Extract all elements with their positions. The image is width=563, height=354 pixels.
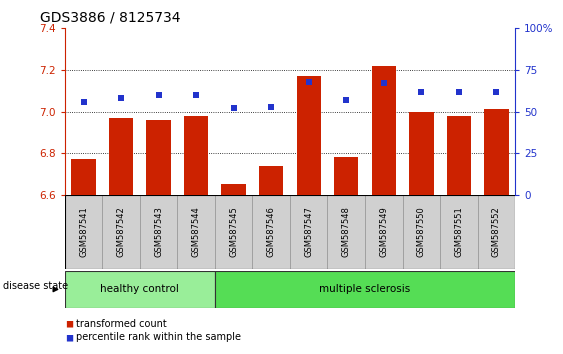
Bar — [259, 166, 283, 195]
Bar — [372, 66, 396, 195]
Point — [154, 92, 163, 98]
FancyBboxPatch shape — [65, 271, 215, 308]
Text: multiple sclerosis: multiple sclerosis — [319, 284, 410, 295]
FancyBboxPatch shape — [290, 195, 328, 269]
Bar — [334, 157, 359, 195]
Text: ◼: ◼ — [65, 319, 73, 329]
Text: percentile rank within the sample: percentile rank within the sample — [76, 332, 241, 342]
Bar — [109, 118, 133, 195]
FancyBboxPatch shape — [477, 195, 515, 269]
Text: GSM587550: GSM587550 — [417, 206, 426, 257]
FancyBboxPatch shape — [65, 195, 102, 269]
Text: GSM587541: GSM587541 — [79, 206, 88, 257]
Text: GSM587547: GSM587547 — [304, 206, 313, 257]
Bar — [72, 159, 96, 195]
Text: transformed count: transformed count — [76, 319, 167, 329]
FancyBboxPatch shape — [403, 195, 440, 269]
Bar — [297, 76, 321, 195]
Text: GSM587543: GSM587543 — [154, 206, 163, 257]
Bar — [446, 116, 471, 195]
FancyBboxPatch shape — [215, 271, 515, 308]
Point — [191, 92, 200, 98]
Text: GDS3886 / 8125734: GDS3886 / 8125734 — [39, 11, 180, 25]
FancyBboxPatch shape — [215, 195, 252, 269]
Bar — [184, 116, 208, 195]
Point — [304, 79, 313, 84]
Text: GSM587546: GSM587546 — [267, 206, 276, 257]
Text: GSM587545: GSM587545 — [229, 206, 238, 257]
Bar — [221, 184, 246, 195]
Text: ◼: ◼ — [65, 332, 73, 342]
FancyBboxPatch shape — [252, 195, 290, 269]
FancyBboxPatch shape — [177, 195, 215, 269]
Bar — [146, 120, 171, 195]
Point — [454, 89, 463, 95]
Point — [417, 89, 426, 95]
Text: GSM587542: GSM587542 — [117, 206, 126, 257]
Point — [229, 105, 238, 111]
Bar — [484, 109, 508, 195]
Point — [117, 95, 126, 101]
FancyBboxPatch shape — [140, 195, 177, 269]
FancyBboxPatch shape — [440, 195, 477, 269]
Text: GSM587549: GSM587549 — [379, 206, 388, 257]
Bar — [409, 112, 434, 195]
Text: GSM587552: GSM587552 — [492, 206, 501, 257]
FancyBboxPatch shape — [365, 195, 403, 269]
Point — [342, 97, 351, 103]
Point — [79, 99, 88, 104]
Point — [492, 89, 501, 95]
Text: GSM587551: GSM587551 — [454, 206, 463, 257]
Text: GSM587544: GSM587544 — [191, 206, 200, 257]
Text: GSM587548: GSM587548 — [342, 206, 351, 257]
FancyBboxPatch shape — [102, 195, 140, 269]
Point — [379, 80, 388, 86]
FancyBboxPatch shape — [328, 195, 365, 269]
Text: healthy control: healthy control — [100, 284, 179, 295]
Text: disease state: disease state — [3, 281, 68, 291]
Point — [267, 104, 276, 109]
